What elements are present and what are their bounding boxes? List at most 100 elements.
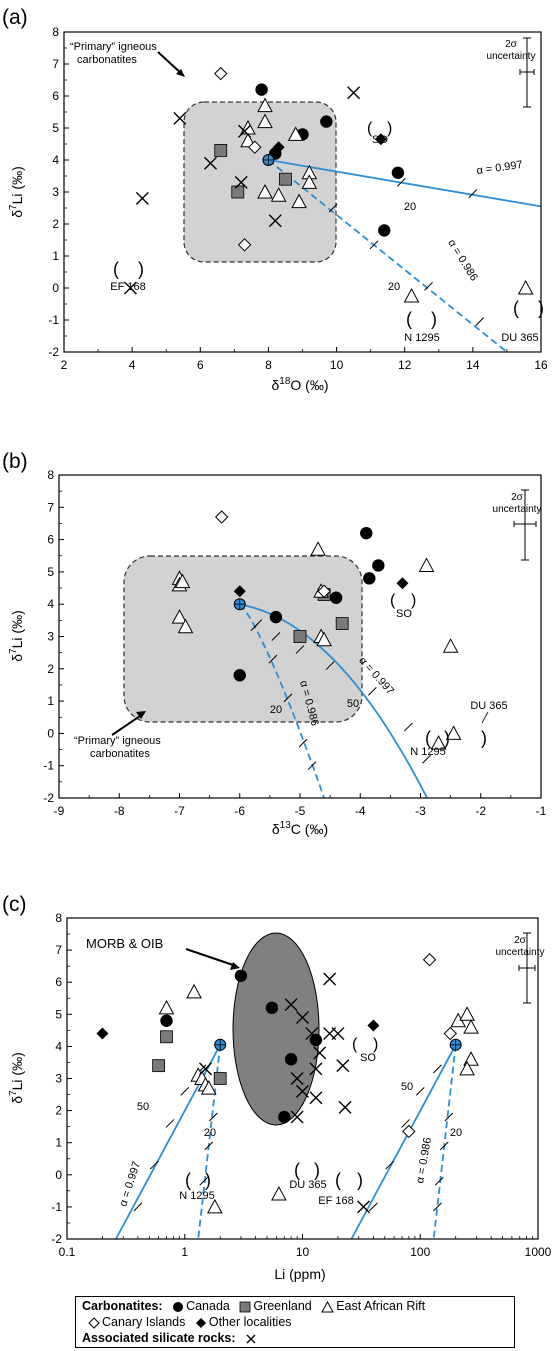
y-tick-label: 2 xyxy=(55,1104,62,1118)
n1295-label-c: N 1295 xyxy=(179,1190,214,1202)
so-paren-close-c: ) xyxy=(373,1036,378,1053)
point-canary-islands xyxy=(443,1026,458,1041)
x-tick-label: 10 xyxy=(296,1245,310,1259)
point-silicate-rock xyxy=(296,1011,309,1025)
tick20-label-c1: 20 xyxy=(204,1127,216,1139)
ef168-label-c: EF 168 xyxy=(318,1195,353,1207)
primary-carbonatite-field xyxy=(183,101,337,263)
x-tick-label: 12 xyxy=(398,358,412,372)
fraction-tick xyxy=(439,1141,449,1151)
point-greenland xyxy=(160,1030,173,1044)
point-east-african-rift xyxy=(517,279,534,295)
n1295-paren-open-c: ( xyxy=(185,1170,191,1190)
uncertainty-label-2-b: uncertainty xyxy=(493,504,542,515)
y-tick-label: 4 xyxy=(55,1039,62,1053)
x-axis-title-c: Li (ppm) xyxy=(274,1266,325,1282)
fraction-tick xyxy=(133,1202,143,1212)
so-paren-close-b: ) xyxy=(411,592,416,609)
legend-other: Other localities xyxy=(208,1315,292,1329)
fraction-tick xyxy=(415,1086,425,1096)
x-tick-label: 4 xyxy=(129,358,136,372)
y-tick-label: 8 xyxy=(52,25,59,39)
tick50-label-c2: 50 xyxy=(401,1081,413,1093)
point-east-african-rift xyxy=(270,187,287,202)
uncertainty-bar-a xyxy=(519,37,535,108)
y-tick-label: 6 xyxy=(47,533,54,547)
y-tick-label: 3 xyxy=(47,630,54,644)
tick20-label-b: 20 xyxy=(270,704,282,716)
legend-silicate-label: Associated silicate rocks: xyxy=(82,1331,236,1345)
fraction-tick xyxy=(165,1119,175,1128)
x-tick-label: 8 xyxy=(265,358,272,372)
tick50-label-b: 50 xyxy=(347,698,359,710)
tick20-label-c2: 20 xyxy=(450,1127,462,1139)
field-label-line1: “Primary” igneous xyxy=(70,41,157,53)
y-tick-label: 5 xyxy=(47,565,54,579)
tick20-solid-label-a: 20 xyxy=(404,201,416,213)
legend-row-2: Canary Islands Other localities xyxy=(82,1314,508,1330)
point-east-african-rift xyxy=(310,541,326,556)
uncertainty-bar-b xyxy=(513,489,537,561)
field-arrow-a xyxy=(157,51,184,76)
legend-greenland: Greenland xyxy=(253,1299,312,1313)
field-label-line2-b: carbonatites xyxy=(90,748,150,760)
uncertainty-label-2-c: uncertainty xyxy=(496,947,545,958)
uncertainty-label-1-b: 2σ xyxy=(511,492,524,503)
legend-row-3: Associated silicate rocks: xyxy=(82,1330,508,1346)
y-tick-label: 1 xyxy=(47,694,54,708)
field-arrow-b xyxy=(111,713,144,736)
point-east-african-rift xyxy=(316,631,332,647)
fraction-tick xyxy=(433,1064,442,1074)
fraction-tick xyxy=(369,240,379,250)
alpha-0986-line-c2 xyxy=(432,1044,457,1239)
n1295-paren-open-a: ( xyxy=(406,309,412,329)
y-tick-label: -2 xyxy=(51,1232,62,1246)
x-tick-label: 0.1 xyxy=(59,1245,76,1259)
point-canada xyxy=(309,1033,323,1047)
fraction-tick xyxy=(433,1202,442,1212)
y-tick-label: 7 xyxy=(47,500,54,514)
model-start-cross xyxy=(234,599,245,610)
point-east-african-rift xyxy=(459,1060,475,1076)
point-east-african-rift xyxy=(174,573,191,589)
x-tick-label: 1 xyxy=(181,1245,188,1259)
point-east-african-rift xyxy=(158,999,175,1015)
fraction-tick xyxy=(434,1176,444,1186)
alpha-0997-line-c2 xyxy=(350,1044,457,1239)
point-east-african-rift xyxy=(200,1080,217,1095)
x-tick-label: -7 xyxy=(174,804,185,818)
point-silicate-rock xyxy=(338,1100,352,1114)
du365-paren-open-a: ( xyxy=(513,298,519,318)
point-canada xyxy=(160,1014,173,1027)
uncertainty-label-1-c: 2σ xyxy=(514,935,527,946)
fraction-tick xyxy=(385,1160,395,1170)
n1295-paren-close-a: ) xyxy=(431,309,437,329)
panel-b: (b) -2 -1 0 1 2 3 4 5 6 7 8 -9 -8 -7 -6 -5 -4 -3 -2 -1 “Pri… xyxy=(2,450,547,837)
du365-label-c: DU 365 xyxy=(289,1179,326,1191)
point-silicate-rock xyxy=(357,1200,371,1214)
so-paren-open-a: ( xyxy=(367,120,373,137)
point-canada xyxy=(360,526,373,540)
point-canary-islands xyxy=(317,584,331,598)
tick20-dash-label-a: 20 xyxy=(388,281,400,293)
point-canada xyxy=(391,166,405,179)
ef168-label-a: EF 168 xyxy=(110,281,145,293)
point-canada xyxy=(269,610,283,624)
field-label-line1-b: “Primary” igneous xyxy=(74,735,161,747)
point-canada xyxy=(320,115,333,128)
ef168-paren-open-c: ( xyxy=(335,1170,341,1190)
point-silicate-rock xyxy=(123,281,137,295)
point-silicate-rock xyxy=(234,175,248,189)
point-greenland xyxy=(214,143,228,157)
point-silicate-rock xyxy=(204,156,218,170)
point-east-african-rift xyxy=(177,618,194,634)
point-east-african-rift xyxy=(186,983,202,999)
y-tick-label: 3 xyxy=(55,1072,62,1086)
morb-arrowhead xyxy=(230,962,240,970)
morb-label: MORB & OIB xyxy=(86,936,163,951)
y-tick-label: 7 xyxy=(52,57,59,71)
point-canada xyxy=(255,83,268,96)
n1295-paren-open-b: ( xyxy=(425,728,431,748)
alpha-0986-line-b xyxy=(239,603,325,798)
